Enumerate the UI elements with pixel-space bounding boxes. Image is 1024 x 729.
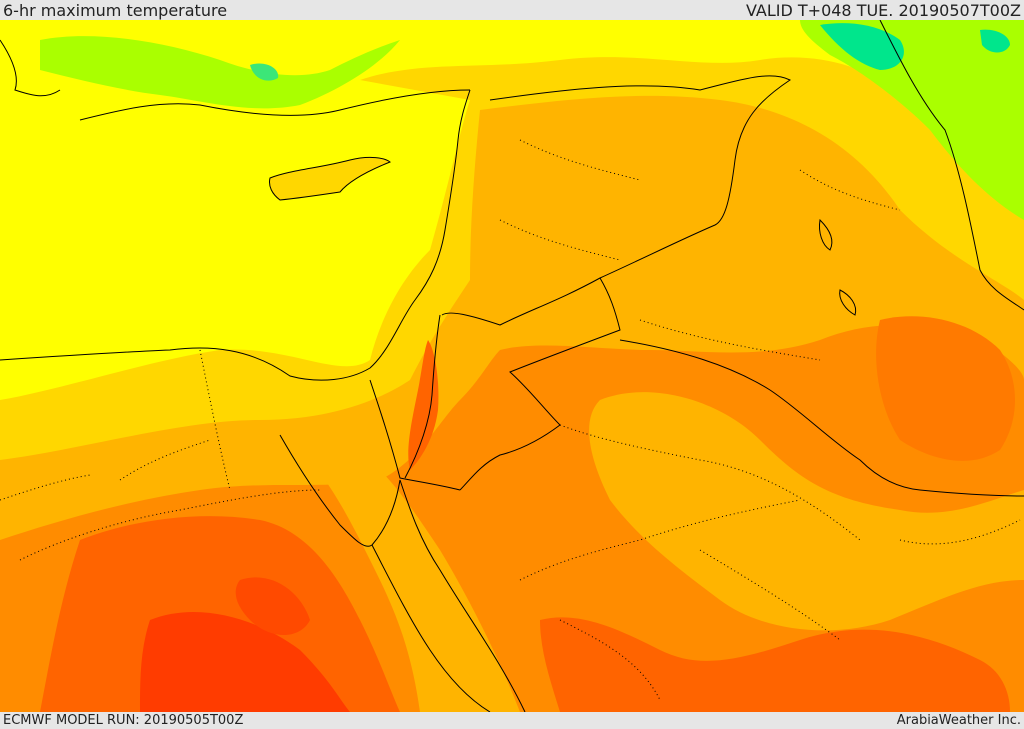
temperature-map[interactable]	[0, 20, 1024, 712]
red-sea-coast-light-orange	[300, 450, 520, 712]
map-svg	[0, 20, 1024, 712]
province-borders	[0, 139, 1021, 701]
hot-spot-red	[140, 611, 350, 712]
north-teal-2	[980, 29, 1010, 53]
north-teal-3	[250, 63, 279, 81]
plateau-light-orange	[589, 392, 1024, 631]
north-green-west	[40, 36, 400, 109]
coastlines	[0, 20, 1024, 712]
country-borders	[369, 75, 1024, 497]
cyprus	[269, 156, 391, 201]
jordan-valley	[408, 340, 439, 470]
map-title: 6-hr maximum temperature	[3, 1, 228, 20]
north-green-east	[800, 20, 1024, 220]
iraq-dark-orange	[876, 316, 1015, 461]
hot-spot-red-2	[235, 577, 310, 635]
footer-bar: ECMWF MODEL RUN: 20190505T00Z ArabiaWeat…	[0, 712, 1024, 729]
model-run-label: ECMWF MODEL RUN: 20190505T00Z	[3, 713, 244, 728]
header-bar: 6-hr maximum temperature VALID T+048 TUE…	[0, 0, 1024, 20]
north-teal-1	[820, 23, 904, 70]
valid-time: VALID T+048 TUE. 20190507T00Z	[745, 1, 1021, 20]
credit-label: ArabiaWeather Inc.	[896, 713, 1021, 728]
land-dark-orange-east	[540, 617, 1010, 712]
